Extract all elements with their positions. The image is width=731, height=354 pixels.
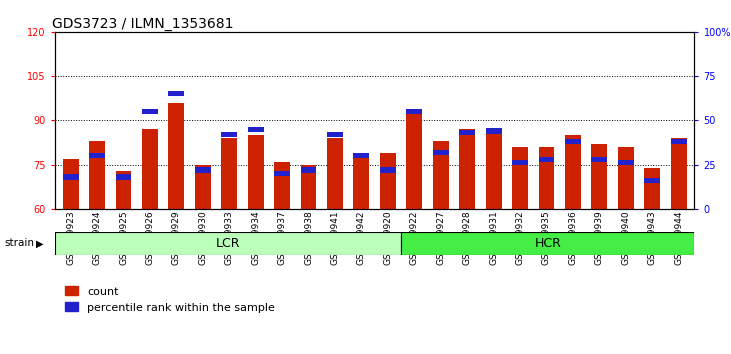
Bar bbox=[115, 171, 132, 209]
Bar bbox=[300, 165, 317, 209]
Bar bbox=[644, 167, 660, 209]
Bar bbox=[195, 165, 211, 209]
Bar bbox=[591, 156, 607, 162]
Bar bbox=[327, 138, 343, 209]
Bar bbox=[670, 139, 686, 144]
Bar bbox=[485, 129, 501, 209]
Bar bbox=[512, 147, 528, 209]
Bar bbox=[406, 112, 423, 209]
Bar bbox=[221, 138, 237, 209]
Bar bbox=[142, 109, 158, 114]
Bar bbox=[401, 232, 694, 255]
Bar bbox=[327, 132, 343, 137]
Bar bbox=[512, 160, 528, 166]
Bar bbox=[433, 141, 449, 209]
Bar bbox=[565, 139, 581, 144]
Bar bbox=[63, 175, 79, 180]
Text: HCR: HCR bbox=[534, 237, 561, 250]
Bar bbox=[274, 162, 290, 209]
Bar bbox=[248, 127, 264, 132]
Bar bbox=[618, 147, 634, 209]
Bar bbox=[63, 159, 79, 209]
Bar bbox=[485, 128, 501, 133]
Bar bbox=[644, 178, 660, 183]
Text: strain: strain bbox=[4, 238, 34, 248]
Bar bbox=[168, 91, 184, 97]
Bar bbox=[539, 147, 554, 209]
Bar bbox=[142, 129, 158, 209]
Bar bbox=[354, 156, 369, 209]
Bar bbox=[433, 149, 449, 155]
Bar bbox=[168, 103, 184, 209]
Bar bbox=[406, 109, 423, 114]
Bar bbox=[380, 153, 395, 209]
Text: GDS3723 / ILMN_1353681: GDS3723 / ILMN_1353681 bbox=[52, 17, 233, 31]
Bar bbox=[300, 167, 317, 173]
Bar bbox=[670, 138, 686, 209]
Bar bbox=[55, 232, 401, 255]
Bar bbox=[459, 130, 475, 136]
Text: LCR: LCR bbox=[216, 237, 240, 250]
Bar bbox=[248, 135, 264, 209]
Bar bbox=[221, 132, 237, 137]
Bar bbox=[565, 135, 581, 209]
Bar bbox=[380, 167, 395, 173]
Bar bbox=[591, 144, 607, 209]
Bar bbox=[195, 167, 211, 173]
Bar bbox=[89, 141, 105, 209]
Legend: count, percentile rank within the sample: count, percentile rank within the sample bbox=[61, 282, 279, 317]
Bar bbox=[89, 153, 105, 159]
Bar bbox=[354, 153, 369, 159]
Bar bbox=[274, 171, 290, 176]
Text: ▶: ▶ bbox=[36, 238, 43, 249]
Bar bbox=[618, 160, 634, 166]
Bar bbox=[115, 175, 132, 180]
Bar bbox=[459, 129, 475, 209]
Bar bbox=[539, 156, 554, 162]
